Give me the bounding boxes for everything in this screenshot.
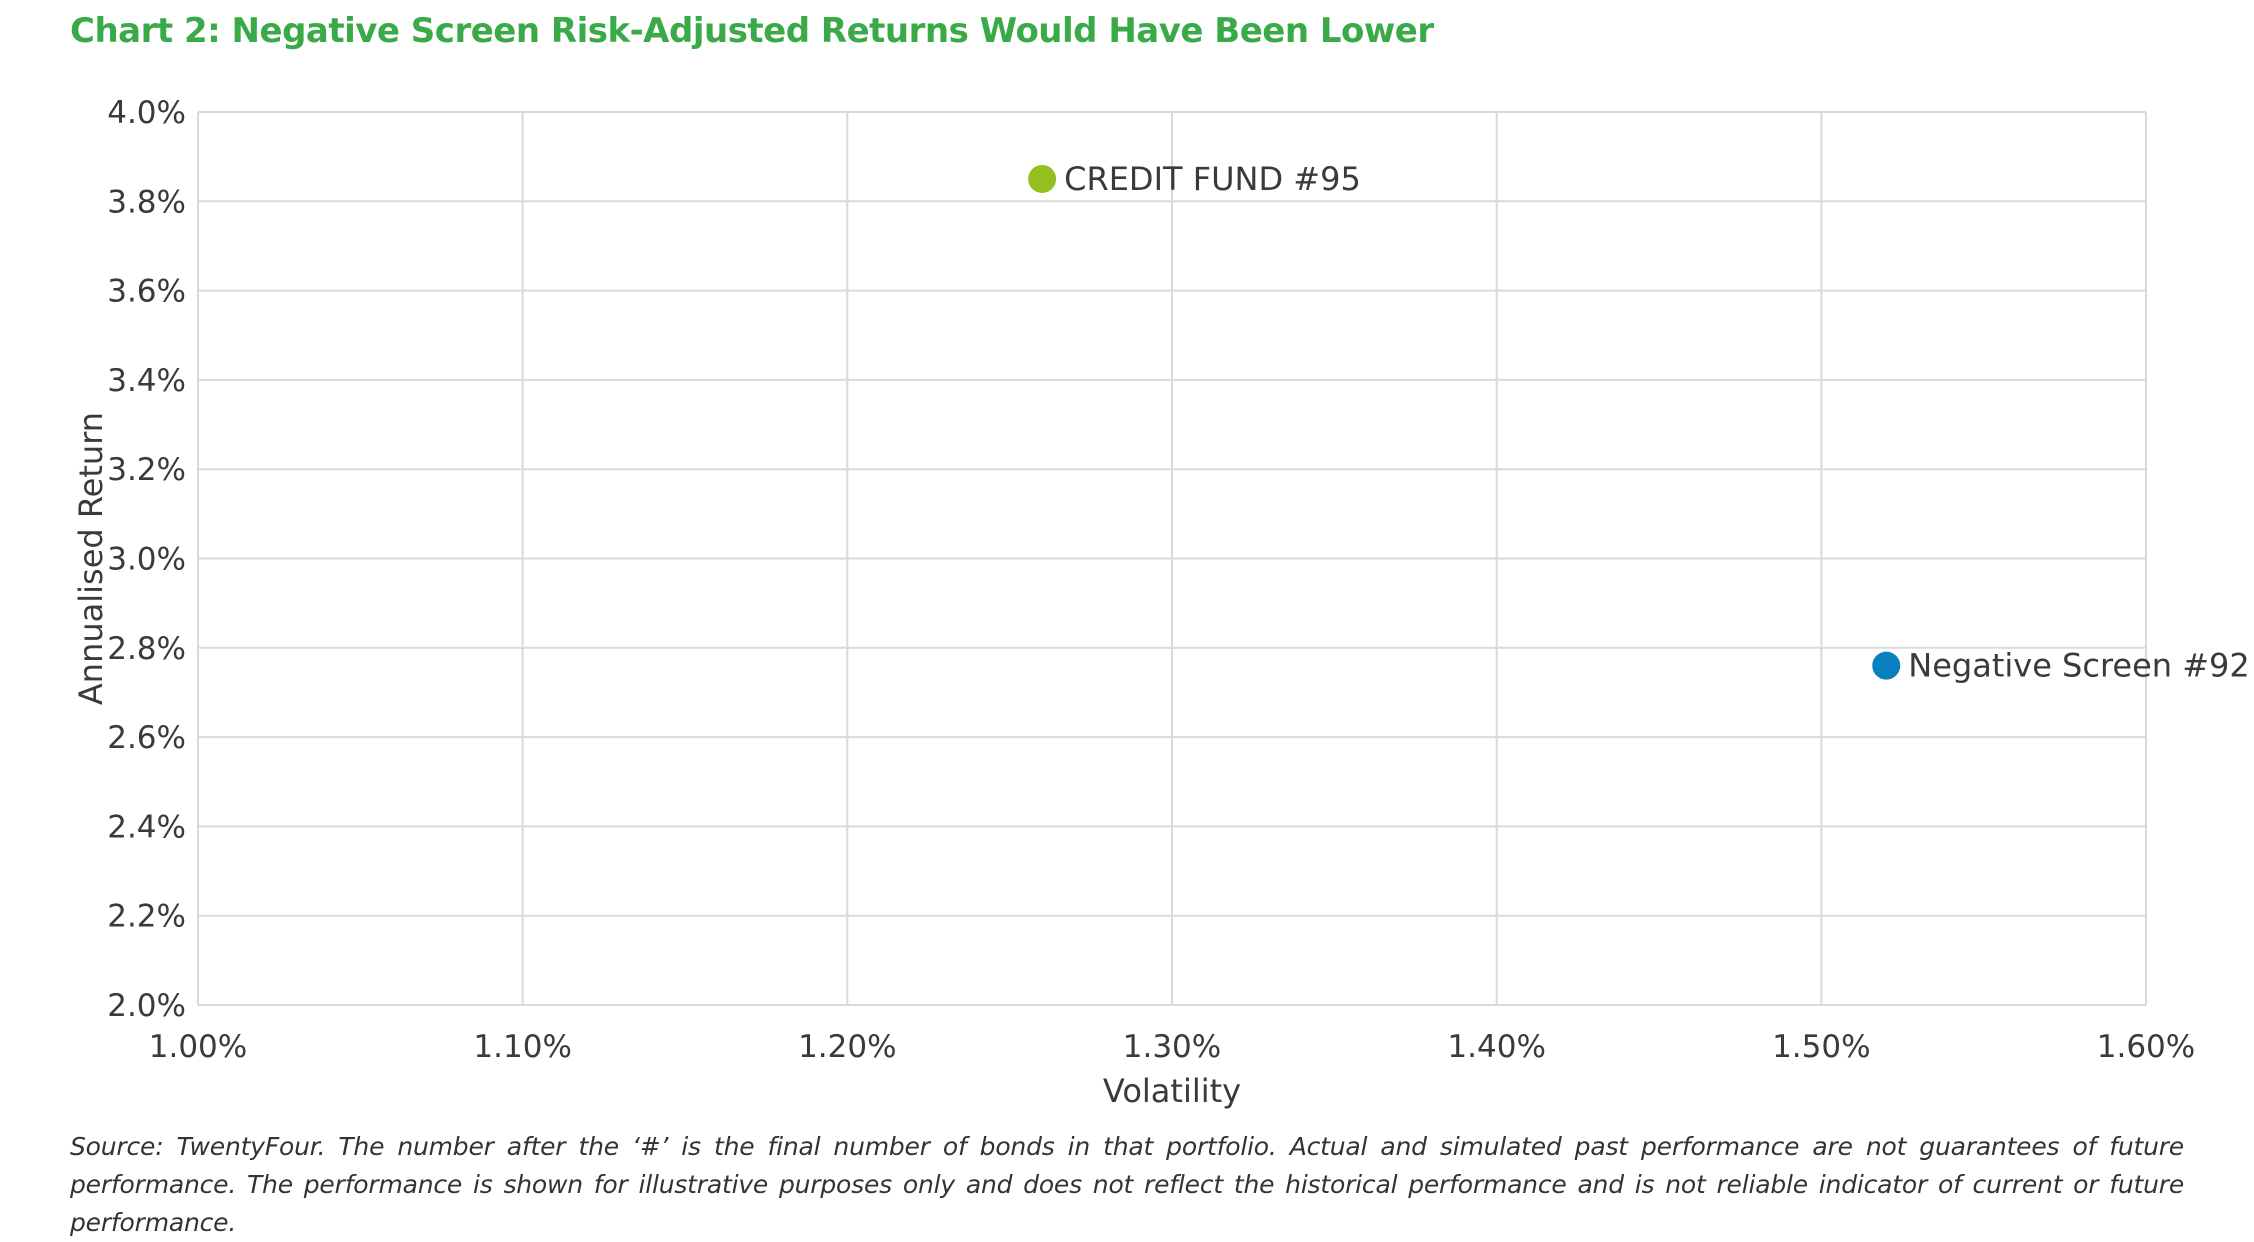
data-point-label-2: Negative Screen #92 — [1908, 647, 2249, 685]
grid-lines — [197, 111, 2147, 1006]
y-tick-label: 2.2% — [107, 899, 186, 935]
y-tick-label: 3.8% — [107, 184, 186, 220]
scatter-chart: 2.0% 2.2% 2.4% 2.6% 2.8% 3.0% 3.2% 3.4% 3.6% 3.8%… — [72, 95, 2250, 1110]
x-tick-label: 1.00% — [149, 1029, 247, 1065]
y-tick-label: 2.4% — [107, 809, 186, 845]
x-tick-label: 1.50% — [1772, 1029, 1870, 1065]
y-tick-label: 2.8% — [107, 631, 186, 667]
data-point-label-1: CREDIT FUND #95 — [1064, 160, 1361, 198]
x-axis-ticks: 1.00% 1.10% 1.20% 1.30% 1.40% 1.50% 1.60% — [149, 1029, 2195, 1065]
y-axis-label: Annualised Return — [72, 412, 110, 705]
y-tick-label: 4.0% — [107, 95, 186, 131]
data-point-2 — [1872, 651, 1901, 680]
y-tick-label: 3.2% — [107, 452, 186, 488]
y-tick-label: 2.6% — [107, 720, 186, 756]
y-tick-label: 3.4% — [107, 363, 186, 399]
chart-title: Chart 2: Negative Screen Risk-Adjusted R… — [70, 11, 1434, 51]
y-tick-label: 3.6% — [107, 274, 186, 310]
data-point-1 — [1028, 164, 1057, 193]
x-tick-label: 1.10% — [473, 1029, 571, 1065]
x-tick-label: 1.60% — [2097, 1029, 2195, 1065]
x-axis-label: Volatility — [1103, 1072, 1241, 1110]
y-tick-label: 2.0% — [107, 988, 186, 1024]
data-points: CREDIT FUND #95 Negative Screen #92 — [1028, 160, 2250, 685]
x-tick-label: 1.30% — [1123, 1029, 1221, 1065]
source-note: Source: TwentyFour. The number after the… — [70, 1132, 2184, 1237]
y-axis-ticks: 2.0% 2.2% 2.4% 2.6% 2.8% 3.0% 3.2% 3.4% 3.6% 3.8%… — [107, 95, 186, 1024]
x-tick-label: 1.20% — [798, 1029, 896, 1065]
y-tick-label: 3.0% — [107, 542, 186, 578]
x-tick-label: 1.40% — [1447, 1029, 1545, 1065]
